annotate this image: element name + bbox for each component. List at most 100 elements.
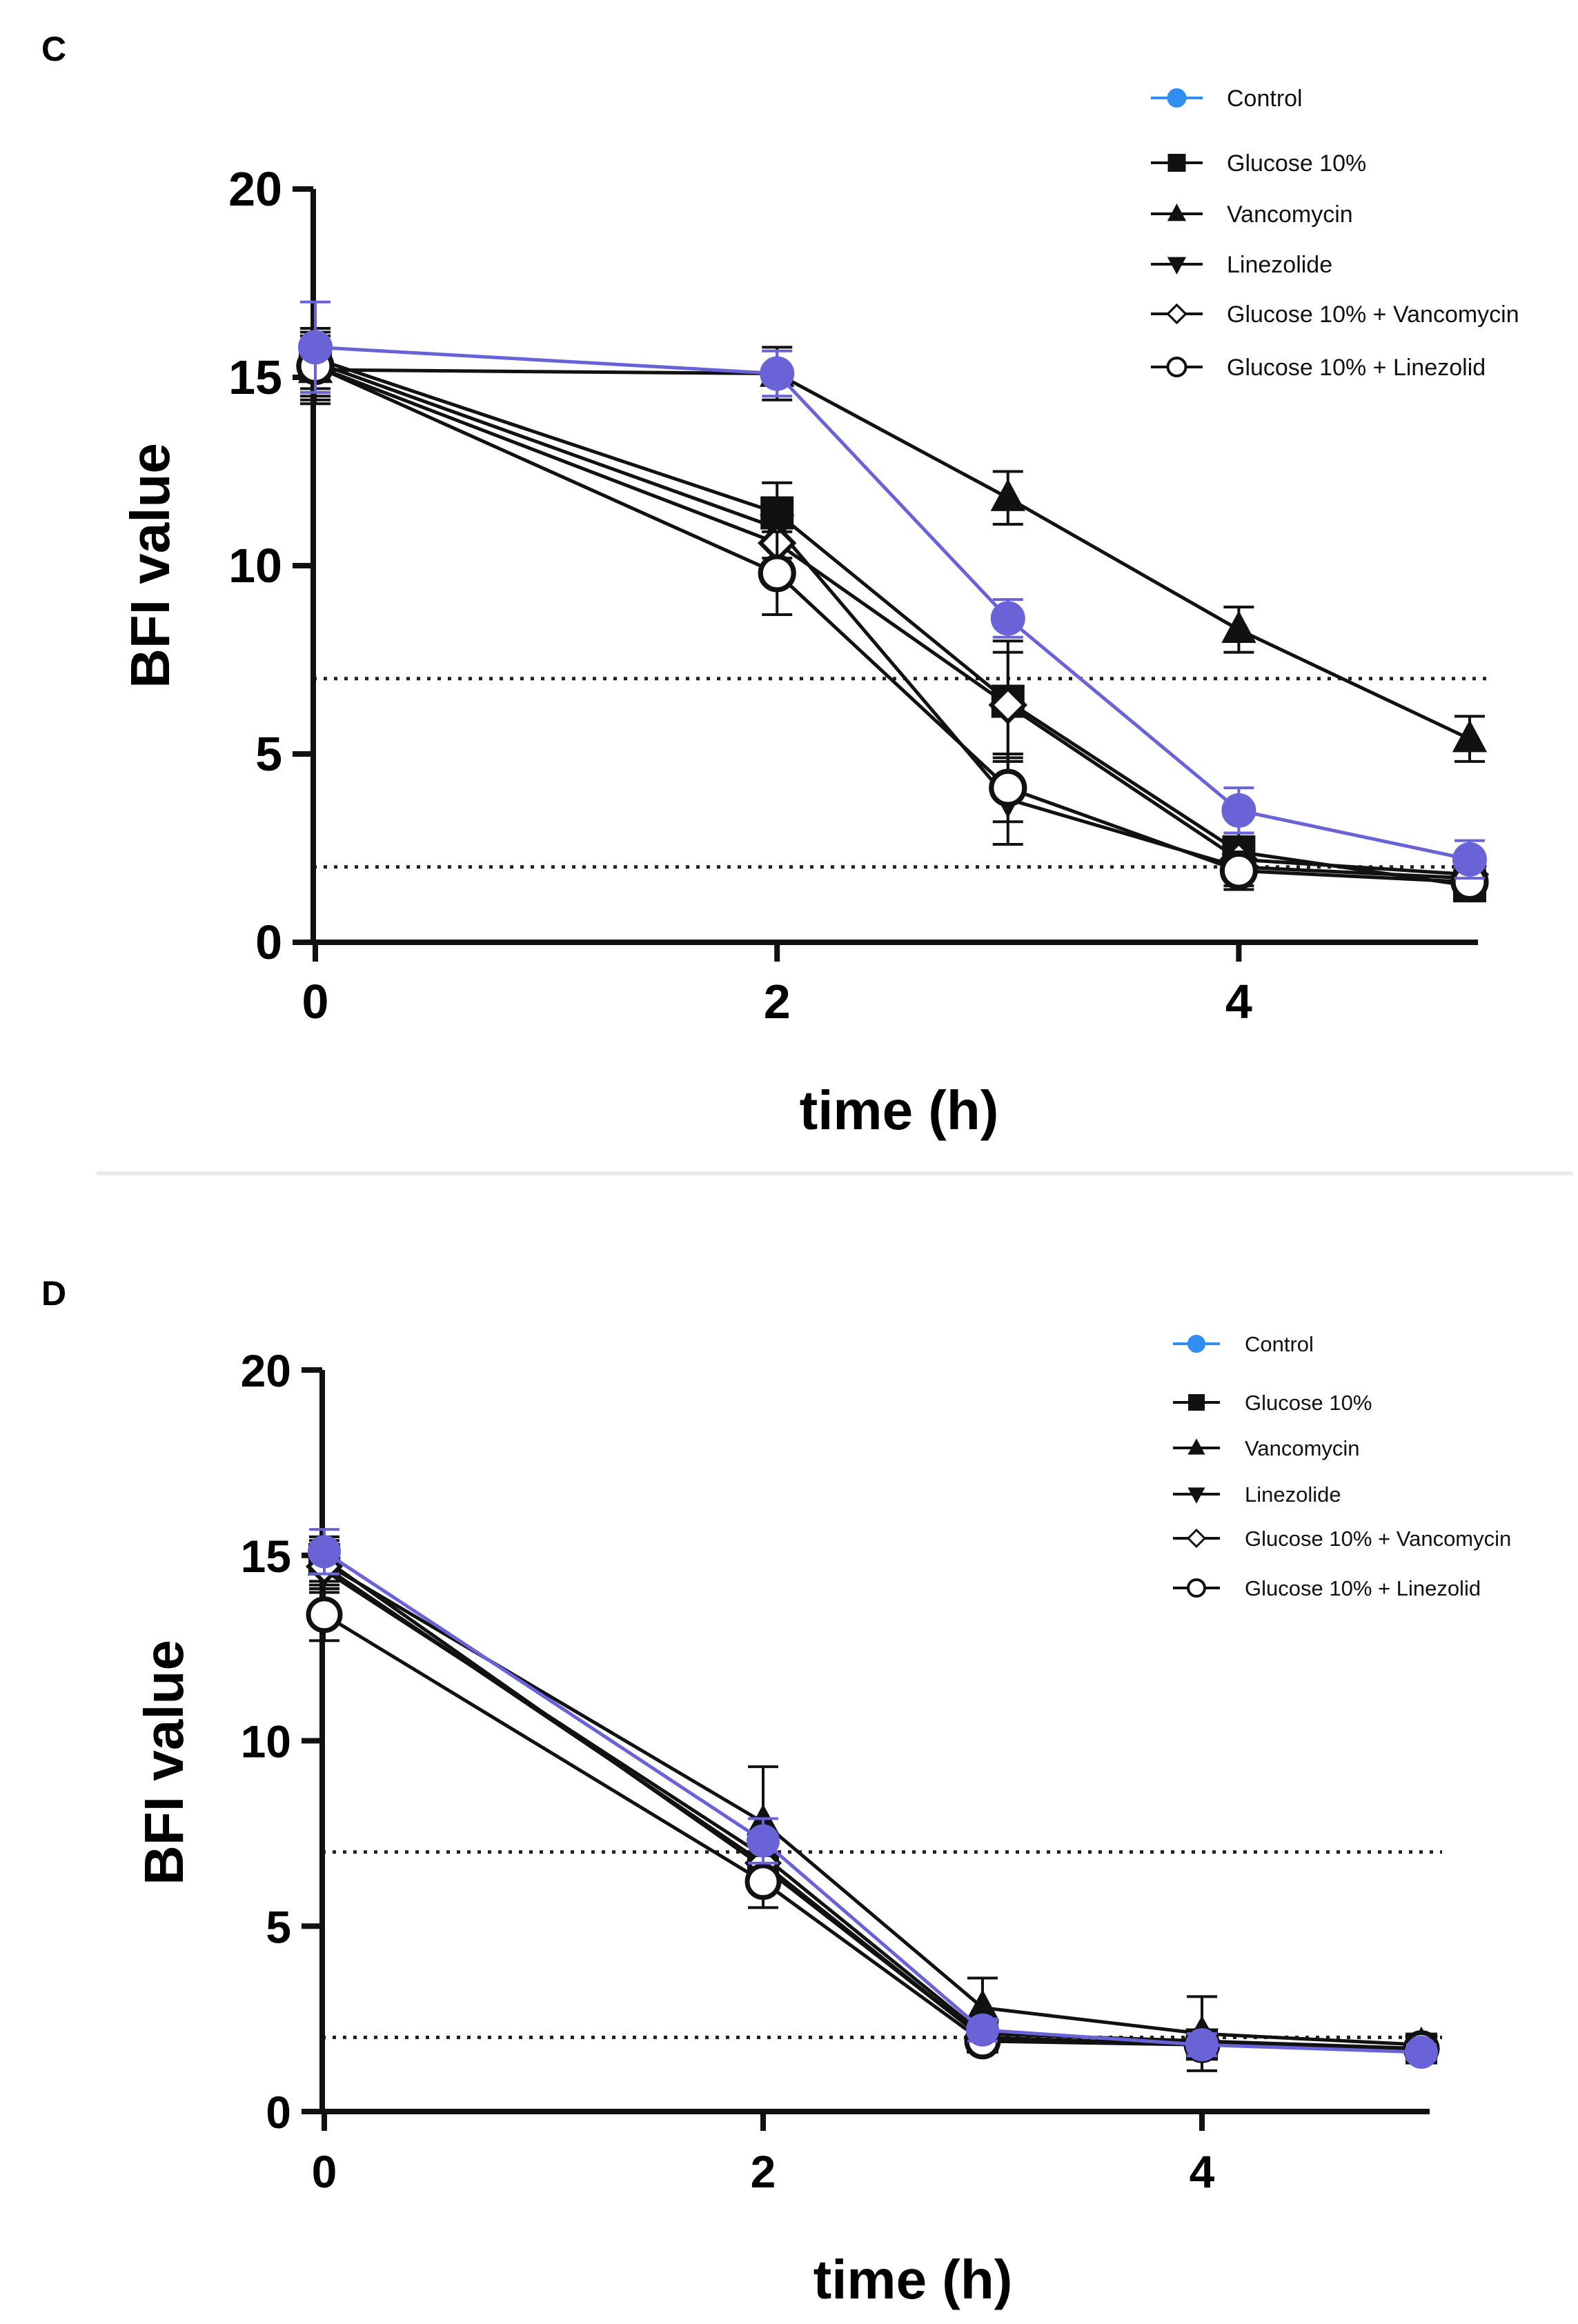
series-line	[323, 1550, 1422, 2054]
legend-marker	[1166, 357, 1187, 377]
data-point	[306, 1596, 343, 1633]
data-point	[1221, 793, 1256, 828]
legend-marker	[1167, 154, 1186, 172]
series-control	[298, 300, 1487, 880]
legend-item-glucose-10: Glucose 10%	[1151, 150, 1366, 177]
legend-label: Linezolide	[1245, 1482, 1341, 1507]
panel-c: C 0 5 10 15 20 0 2 4 time (h) BFI value Control Gluc…	[41, 30, 1519, 1141]
legend-item-glucose-10-linezolid: Glucose 10% + Linezolid	[1173, 1576, 1481, 1600]
series-line	[323, 1565, 1422, 2051]
legend-marker	[1187, 1335, 1205, 1353]
legend-marker	[1167, 88, 1187, 108]
legend-label: Glucose 10% + Linezolid	[1245, 1576, 1481, 1600]
legend-label: Glucose 10% + Linezolid	[1227, 355, 1486, 381]
series-vancomycin	[307, 1539, 1439, 2072]
series-control	[308, 1528, 1438, 2069]
series-line	[323, 1561, 1422, 2047]
y-tick-label: 10	[228, 539, 282, 593]
y-tick-label: 20	[241, 1345, 291, 1396]
x-tick-label: 0	[312, 2146, 337, 2197]
panel-d: D 0 5 10 15 20 0 2 4 time (h) BFI value Control Gluc…	[41, 1274, 1511, 2310]
data-point	[966, 2013, 999, 2047]
legend-label: Glucose 10% + Vancomycin	[1227, 301, 1519, 328]
data-point	[990, 479, 1025, 511]
legend-marker	[1187, 1578, 1206, 1598]
y-tick-label: 15	[241, 1531, 291, 1582]
x-tick-label: 4	[1190, 2146, 1215, 2197]
data-point	[744, 1863, 782, 1900]
series-glucose-10	[308, 1535, 1437, 2065]
axes: 0 5 10 15 20 0 2 4	[241, 1345, 1430, 2197]
series-glucose-10-linezolid	[306, 1587, 1440, 2067]
legend-marker	[1166, 303, 1187, 325]
x-axis-label: time (h)	[800, 1080, 999, 1141]
y-tick-label: 15	[228, 350, 282, 404]
x-tick-label: 0	[302, 975, 329, 1029]
legend-marker	[1188, 1394, 1205, 1411]
data-point	[1452, 842, 1487, 877]
legend-label: Linezolide	[1227, 252, 1332, 278]
legend-label: Vancomycin	[1227, 201, 1353, 228]
legend-marker	[1186, 1528, 1207, 1549]
series-glucose-10-linezolid	[296, 330, 1489, 902]
series-vancomycin	[297, 334, 1488, 763]
legend: Control Glucose 10% Vancomycin Linezolide Gl…	[1173, 1332, 1511, 1600]
data-point	[990, 601, 1025, 636]
legend: Control Glucose 10% Vancomycin Linezolide Gl…	[1151, 86, 1519, 381]
legend-item-glucose-10-vancomycin: Glucose 10% + Vancomycin	[1173, 1527, 1511, 1551]
legend-item-glucose-10-linezolid: Glucose 10% + Linezolid	[1151, 355, 1486, 381]
legend-item-linezolide: Linezolide	[1173, 1482, 1341, 1507]
reference-lines	[313, 677, 1490, 869]
y-tick-label: 5	[255, 727, 282, 781]
legend-item-glucose-10-vancomycin: Glucose 10% + Vancomycin	[1151, 301, 1519, 328]
legend-item-linezolide: Linezolide	[1151, 252, 1332, 278]
legend-item-glucose-10: Glucose 10%	[1173, 1391, 1372, 1415]
y-tick-label: 10	[241, 1716, 291, 1767]
y-tick-label: 5	[266, 1901, 291, 1952]
y-tick-label: 20	[228, 162, 282, 216]
series-line	[323, 1558, 1422, 2051]
x-tick-label: 2	[751, 2146, 776, 2197]
legend-label: Vancomycin	[1245, 1436, 1360, 1460]
x-tick-label: 4	[1225, 975, 1252, 1029]
legend-label: Control	[1227, 86, 1303, 112]
series-glucose-10	[299, 327, 1486, 903]
series-linezolide	[307, 1547, 1439, 2067]
panel-label: C	[41, 30, 66, 68]
panel-label: D	[41, 1274, 66, 1313]
data-point	[965, 1989, 1000, 2020]
legend-item-control: Control	[1173, 1332, 1314, 1356]
data-point	[308, 1535, 341, 1569]
series-linezolide	[297, 330, 1488, 897]
axes: 0 5 10 15 20 0 2 4	[228, 162, 1478, 1029]
series-glucose-10-vancomycin	[305, 1542, 1441, 2067]
data-point	[1219, 851, 1259, 890]
data-point	[1405, 2036, 1438, 2069]
data-point	[1452, 719, 1488, 753]
series-line	[315, 360, 1470, 880]
series-line	[323, 1569, 1422, 2051]
x-axis-label: time (h)	[813, 2249, 1013, 2310]
legend-label: Glucose 10%	[1227, 150, 1366, 177]
legend-item-vancomycin: Vancomycin	[1151, 201, 1353, 228]
data-point	[989, 768, 1027, 807]
legend-item-control: Control	[1151, 86, 1303, 112]
y-axis-label: BFI value	[133, 1640, 195, 1885]
legend-label: Glucose 10%	[1245, 1391, 1372, 1415]
y-axis-label: BFI value	[119, 443, 181, 688]
legend-marker	[1167, 257, 1187, 275]
legend-label: Glucose 10% + Vancomycin	[1245, 1527, 1511, 1551]
data-point	[747, 1824, 780, 1858]
data-point	[1221, 610, 1256, 644]
legend-marker	[1167, 203, 1187, 221]
data-point	[988, 685, 1028, 725]
panel-divider	[97, 1171, 1573, 1175]
legend-marker	[1187, 1487, 1205, 1504]
data-point	[298, 330, 333, 365]
legend-item-vancomycin: Vancomycin	[1173, 1436, 1360, 1460]
legend-marker	[1187, 1438, 1205, 1455]
y-tick-label: 0	[266, 2087, 291, 2138]
legend-label: Control	[1245, 1332, 1314, 1356]
data-point	[1185, 2028, 1219, 2062]
